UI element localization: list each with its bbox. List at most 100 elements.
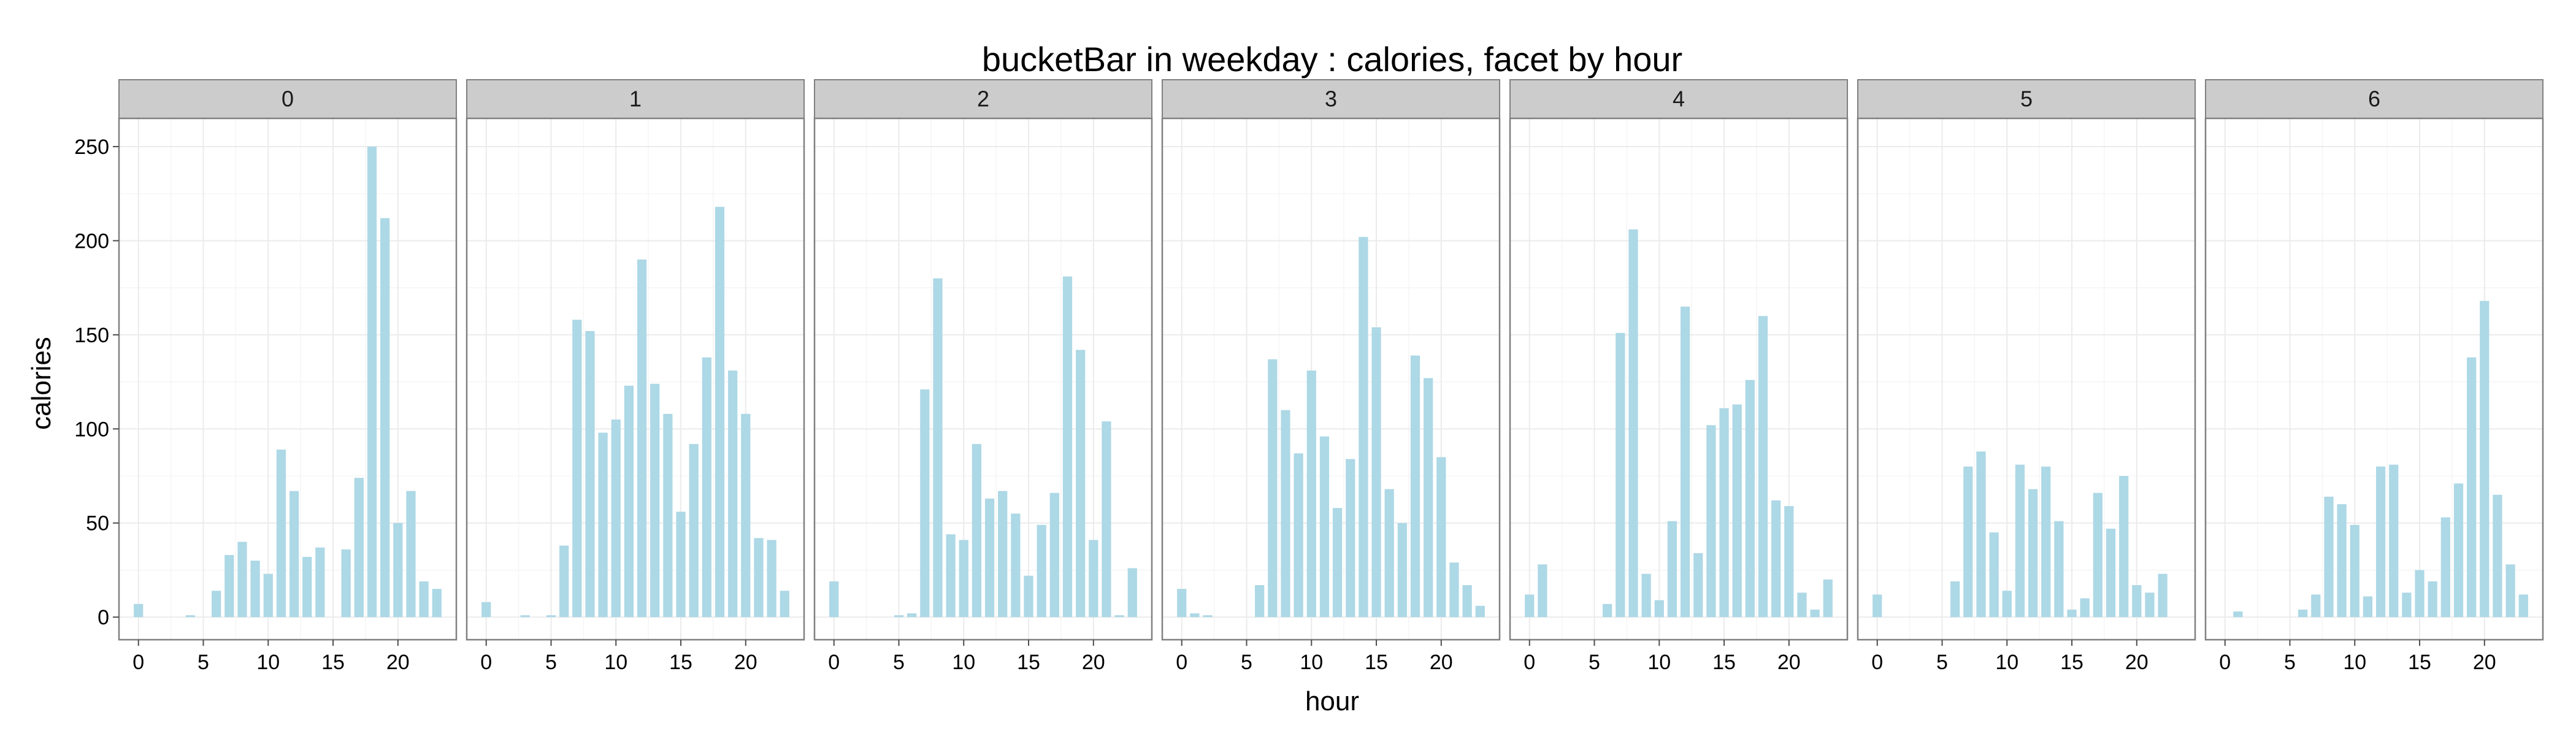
bar (1319, 436, 1330, 618)
bar (1306, 370, 1316, 618)
facet-strip (1857, 79, 2196, 119)
panel-border (118, 117, 458, 641)
x-tick-label: 0 (2219, 651, 2231, 674)
bar (406, 491, 416, 618)
bar (2298, 609, 2308, 618)
facet-panel-0: 0 0 5 10 15 20 (118, 79, 458, 674)
x-tick-label: 15 (1365, 651, 1388, 674)
x-tick-label: 5 (1589, 651, 1600, 674)
x-tick-label: 0 (1176, 651, 1187, 674)
bar (276, 450, 286, 618)
bar (520, 615, 530, 618)
x-tick-label: 10 (1647, 651, 1671, 674)
facet-strip (2205, 79, 2543, 119)
x-tick-label: 20 (2473, 651, 2496, 674)
facet-panel-1: 10 5 10 15 20 (466, 79, 805, 674)
y-tick-label: 0 (98, 606, 109, 629)
bar (2002, 591, 2012, 618)
bar (2453, 483, 2464, 618)
bar (754, 538, 764, 618)
bar (972, 443, 982, 618)
bar (2093, 493, 2103, 618)
bar (2375, 466, 2386, 618)
bar (1127, 568, 1137, 618)
x-tick-label: 10 (256, 651, 280, 674)
bar (1706, 425, 1716, 618)
bar (2389, 464, 2399, 618)
bar (315, 547, 325, 618)
y-tick-label: 250 (74, 136, 109, 159)
bar (2119, 476, 2129, 618)
x-tick-label: 20 (1430, 651, 1453, 674)
bar (1011, 513, 1021, 618)
y-tick-label: 200 (74, 229, 109, 253)
bar (2041, 466, 2051, 618)
facet-strip-label: 4 (1673, 86, 1685, 112)
bar (481, 602, 491, 618)
bar (2350, 524, 2359, 618)
panel-border (1161, 117, 1501, 641)
x-tick-label: 20 (1777, 651, 1801, 674)
x-tick-label: 5 (893, 651, 905, 674)
panel-background (815, 118, 1152, 640)
bar (1410, 355, 1420, 618)
x-tick-label: 0 (132, 651, 144, 674)
bar (289, 491, 299, 618)
bar (907, 613, 917, 618)
bar (1449, 562, 1459, 618)
facet-strip-label: 0 (282, 86, 294, 112)
bar (2480, 301, 2490, 618)
x-tick-label: 15 (1017, 651, 1040, 674)
bar (2132, 585, 2142, 618)
y-axis-title: calories (26, 337, 56, 430)
bar (2054, 521, 2064, 618)
bar (1177, 589, 1187, 618)
bar (933, 278, 943, 618)
panel-background (119, 118, 456, 640)
bar (2440, 517, 2450, 618)
bar (1346, 459, 1355, 618)
bar (212, 591, 221, 618)
bar (598, 432, 608, 618)
bar (393, 523, 403, 618)
y-tick-label: 150 (74, 324, 109, 347)
bar (1538, 564, 1547, 618)
bar (546, 615, 556, 618)
facet-panel-4: 4 0 5 10 15 20 (1509, 79, 1849, 674)
panel-background (467, 118, 804, 640)
bar (2015, 464, 2025, 618)
bar (1281, 410, 1290, 618)
bar (1049, 493, 1059, 618)
bar (1616, 332, 1625, 618)
x-tick-label: 15 (2060, 651, 2083, 674)
bar (728, 370, 738, 618)
bar (611, 419, 621, 618)
bar (1771, 500, 1781, 618)
x-tick-label: 15 (669, 651, 692, 674)
panel-border (1509, 117, 1849, 641)
bar (1732, 404, 1742, 618)
bar (624, 385, 634, 618)
bar (2337, 504, 2347, 618)
bar (1963, 466, 1973, 618)
x-tick-label: 5 (545, 651, 557, 674)
x-tick-label: 5 (1241, 651, 1252, 674)
bar (2311, 594, 2321, 618)
bar (1255, 585, 1265, 618)
bar (946, 534, 956, 618)
bar (1190, 613, 1200, 618)
bar (1102, 421, 1111, 618)
bar (2402, 592, 2412, 618)
bar (572, 320, 582, 618)
panel-background (2206, 118, 2543, 640)
facet-strip (466, 79, 805, 119)
panel-border (466, 117, 805, 641)
bar (1667, 521, 1677, 618)
x-tick-label: 20 (1082, 651, 1105, 674)
facet-panel-2: 20 5 10 15 20 (813, 79, 1153, 674)
bar (1976, 451, 1986, 618)
bar (2233, 611, 2243, 618)
x-tick-label: 0 (1871, 651, 1883, 674)
bar (432, 589, 442, 618)
bar (134, 604, 144, 618)
